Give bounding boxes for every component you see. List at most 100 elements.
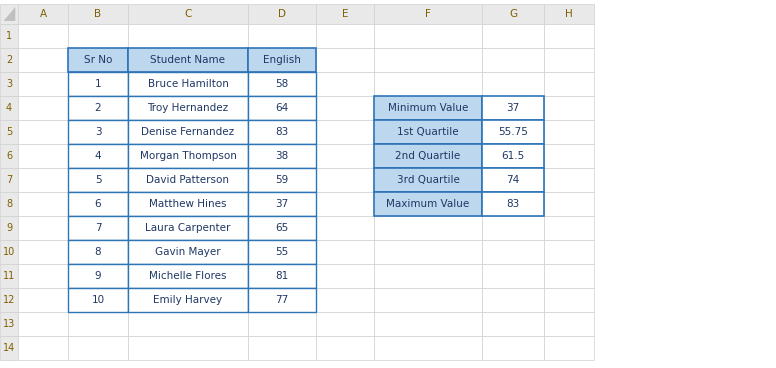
Bar	[68, 96, 128, 120]
Bar	[374, 4, 482, 24]
Bar	[0, 336, 18, 360]
Bar	[316, 96, 374, 120]
Text: 64: 64	[275, 103, 289, 113]
Bar	[316, 144, 374, 168]
Bar	[68, 120, 128, 144]
Bar	[248, 312, 316, 336]
Bar	[482, 192, 544, 216]
Bar	[374, 240, 482, 264]
Text: Morgan Thompson: Morgan Thompson	[140, 151, 237, 161]
Bar	[248, 240, 316, 264]
Bar	[482, 240, 544, 264]
Text: Student Name: Student Name	[151, 55, 226, 65]
Bar	[128, 144, 248, 168]
Text: 58: 58	[275, 79, 289, 89]
Bar	[68, 24, 128, 48]
Bar	[18, 312, 68, 336]
Text: 2nd Quartile: 2nd Quartile	[396, 151, 461, 161]
Text: 6: 6	[95, 199, 102, 209]
Text: 8: 8	[6, 199, 12, 209]
Bar	[544, 96, 594, 120]
Bar	[544, 264, 594, 288]
Bar	[544, 192, 594, 216]
Bar	[0, 96, 18, 120]
Text: 38: 38	[275, 151, 289, 161]
Bar	[128, 72, 248, 96]
Bar	[0, 48, 18, 72]
Bar	[0, 24, 18, 48]
Text: 83: 83	[275, 127, 289, 137]
Bar	[374, 144, 482, 168]
Bar	[0, 120, 18, 144]
Text: English: English	[263, 55, 301, 65]
Bar	[482, 48, 544, 72]
Bar	[18, 336, 68, 360]
Bar	[482, 120, 544, 144]
Bar	[18, 24, 68, 48]
Text: Denise Fernandez: Denise Fernandez	[141, 127, 234, 137]
Text: 37: 37	[507, 103, 520, 113]
Bar	[128, 144, 248, 168]
Bar	[68, 48, 128, 72]
Bar	[0, 4, 18, 24]
Text: 3: 3	[6, 79, 12, 89]
Text: 37: 37	[275, 199, 289, 209]
Bar	[128, 336, 248, 360]
Bar	[0, 312, 18, 336]
Text: G: G	[509, 9, 517, 19]
Bar	[18, 192, 68, 216]
Bar	[68, 4, 128, 24]
Text: 1st Quartile: 1st Quartile	[397, 127, 459, 137]
Bar	[128, 288, 248, 312]
Bar	[248, 144, 316, 168]
Text: 59: 59	[275, 175, 289, 185]
Text: Gavin Mayer: Gavin Mayer	[155, 247, 221, 257]
Bar	[316, 4, 374, 24]
Text: Minimum Value: Minimum Value	[388, 103, 468, 113]
Bar	[248, 4, 316, 24]
Text: 4: 4	[95, 151, 102, 161]
Bar	[68, 168, 128, 192]
Bar	[68, 240, 128, 264]
Text: 65: 65	[275, 223, 289, 233]
Bar	[544, 312, 594, 336]
Text: 1: 1	[6, 31, 12, 41]
Bar	[248, 168, 316, 192]
Bar	[248, 48, 316, 72]
Bar	[128, 240, 248, 264]
Bar	[128, 168, 248, 192]
Bar	[68, 216, 128, 240]
Bar	[374, 24, 482, 48]
Bar	[68, 120, 128, 144]
Bar	[374, 192, 482, 216]
Bar	[68, 168, 128, 192]
Text: 2: 2	[95, 103, 102, 113]
Text: 61.5: 61.5	[501, 151, 525, 161]
Bar	[248, 96, 316, 120]
Bar	[248, 168, 316, 192]
Bar	[128, 288, 248, 312]
Bar	[0, 288, 18, 312]
Text: D: D	[278, 9, 286, 19]
Text: 9: 9	[95, 271, 102, 281]
Bar	[128, 24, 248, 48]
Bar	[248, 144, 316, 168]
Bar	[544, 168, 594, 192]
Bar	[0, 144, 18, 168]
Bar	[128, 192, 248, 216]
Bar	[374, 264, 482, 288]
Bar	[248, 336, 316, 360]
Bar	[248, 72, 316, 96]
Bar	[68, 144, 128, 168]
Bar	[248, 96, 316, 120]
Text: 55: 55	[275, 247, 289, 257]
Bar	[128, 96, 248, 120]
Bar	[316, 24, 374, 48]
Bar	[248, 192, 316, 216]
Text: 81: 81	[275, 271, 289, 281]
Bar	[128, 48, 248, 72]
Bar	[68, 288, 128, 312]
Bar	[68, 336, 128, 360]
Text: C: C	[185, 9, 192, 19]
Bar	[482, 264, 544, 288]
